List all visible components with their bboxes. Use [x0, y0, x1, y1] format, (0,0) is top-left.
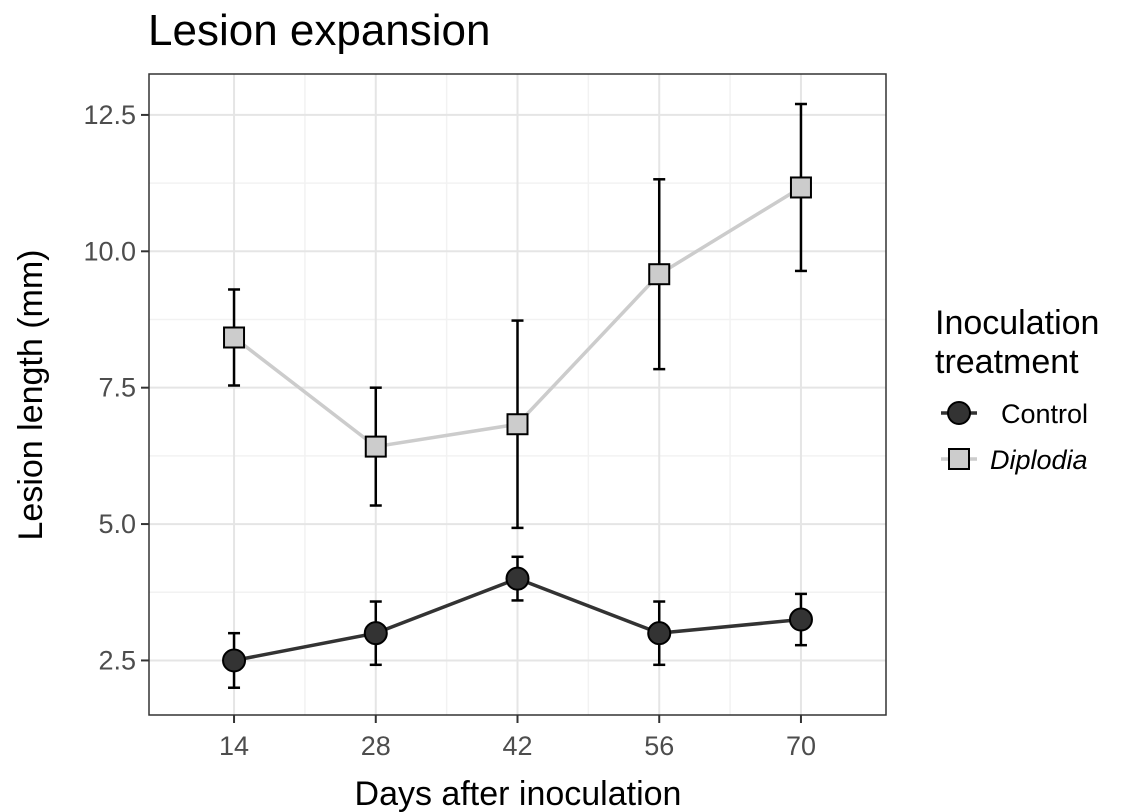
chart-title: Lesion expansion — [148, 6, 490, 55]
data-point-diplodia — [506, 413, 529, 436]
x-tick-label: 14 — [219, 731, 249, 761]
data-point-control — [222, 648, 247, 673]
y-tick-label: 10.0 — [83, 236, 136, 266]
data-points — [222, 176, 813, 673]
y-tick-label: 5.0 — [98, 509, 136, 539]
data-point-diplodia — [223, 326, 246, 349]
data-point-diplodia — [364, 435, 387, 458]
legend-title-line-1: Inoculation — [935, 304, 1099, 342]
legend-label-control: Control — [1001, 399, 1088, 429]
data-point-control — [647, 621, 672, 646]
legend-key-marker — [947, 401, 971, 425]
x-tick-label: 56 — [644, 731, 674, 761]
x-tick-label: 42 — [502, 731, 532, 761]
y-tick-label: 12.5 — [83, 100, 136, 130]
data-point-control — [505, 566, 530, 591]
legend-key-control — [941, 401, 977, 425]
x-tick-label: 70 — [786, 731, 816, 761]
legend-title-line-2: treatment — [935, 343, 1079, 381]
legend-key-diplodia — [941, 448, 977, 470]
data-point-control — [788, 607, 813, 632]
data-point-diplodia — [648, 263, 671, 286]
x-tick-label: 28 — [361, 731, 391, 761]
y-axis-title: Lesion length (mm) — [12, 249, 50, 540]
axes: 2.5 5.0 7.5 10.0 12.5 14 28 42 56 70 — [83, 100, 816, 761]
data-point-control — [363, 621, 388, 646]
legend-key-marker — [948, 448, 970, 470]
y-tick-label: 2.5 — [98, 645, 136, 675]
x-axis-title: Days after inoculation — [355, 775, 682, 812]
legend-label-diplodia: Diplodia — [990, 445, 1088, 475]
y-tick-label: 7.5 — [98, 373, 136, 403]
data-point-diplodia — [789, 176, 812, 199]
